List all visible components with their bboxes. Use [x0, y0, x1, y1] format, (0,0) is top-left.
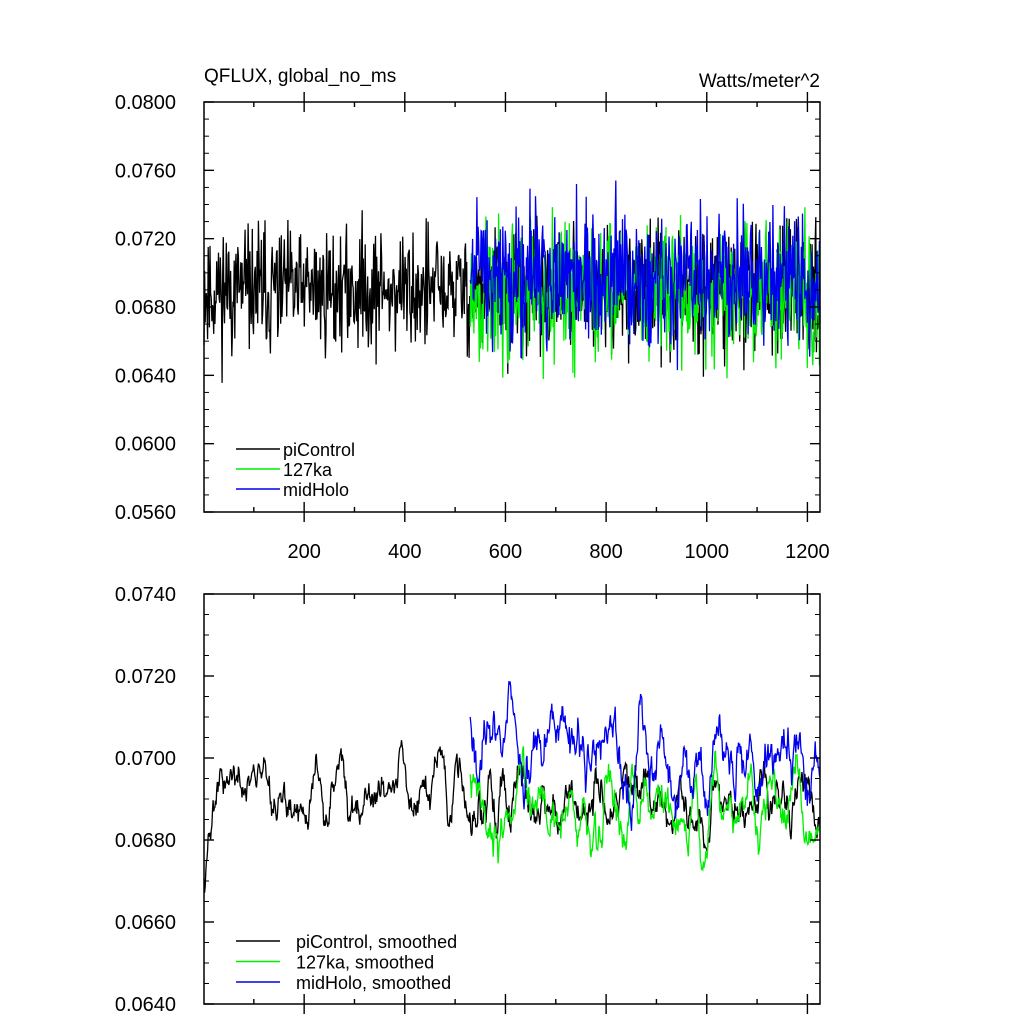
tick-layer: 0.0560 0.0600 0.0640 0.0680 0.0720 0.0760 0.08… — [115, 92, 830, 563]
y-tick-label: 0.0720 — [115, 229, 176, 251]
y-tick-label: 0.0640 — [115, 994, 176, 1016]
x-tick-label: 800 — [589, 541, 622, 563]
y-tick-label: 0.0720 — [115, 666, 176, 688]
legend-label: 127ka — [283, 460, 333, 480]
series-line-127ka — [469, 746, 821, 872]
legend-label: 127ka, smoothed — [296, 953, 434, 973]
bottom-panel: 0.0640 0.0660 0.0680 0.0700 0.0720 0.0740 piC… — [115, 584, 821, 1016]
y-tick-label: 0.0800 — [115, 92, 176, 114]
x-tick-label: 1200 — [785, 541, 830, 563]
y-tick-label: 0.0760 — [115, 160, 176, 182]
x-tick-label: 200 — [287, 541, 320, 563]
y-tick-label: 0.0660 — [115, 912, 176, 934]
tick-layer: 0.0640 0.0660 0.0680 0.0700 0.0720 0.0740 — [115, 584, 820, 1016]
panel-title-left: QFLUX, global_no_ms — [204, 66, 396, 87]
y-tick-label: 0.0600 — [115, 434, 176, 456]
y-tick-label: 0.0560 — [115, 502, 176, 524]
legend-label: piControl — [283, 440, 355, 460]
y-tick-label: 0.0680 — [115, 830, 176, 852]
series-layer — [203, 180, 821, 383]
legend-label: midHolo, smoothed — [296, 973, 451, 993]
y-tick-label: 0.0700 — [115, 748, 176, 770]
top-panel: QFLUX, global_no_ms Watts/meter^2 0.0560… — [115, 66, 830, 563]
x-tick-label: 1000 — [685, 541, 730, 563]
y-tick-label: 0.0640 — [115, 365, 176, 387]
series-line-midholo — [469, 180, 821, 371]
series-line-midholo — [469, 680, 821, 831]
legend-label: midHolo — [283, 480, 349, 500]
x-tick-label: 600 — [489, 541, 522, 563]
x-tick-label: 400 — [388, 541, 421, 563]
series-layer — [203, 680, 821, 893]
y-tick-label: 0.0680 — [115, 297, 176, 319]
panel-title-right: Watts/meter^2 — [699, 71, 820, 92]
y-tick-label: 0.0740 — [115, 584, 176, 606]
legend-label: piControl, smoothed — [296, 932, 457, 952]
